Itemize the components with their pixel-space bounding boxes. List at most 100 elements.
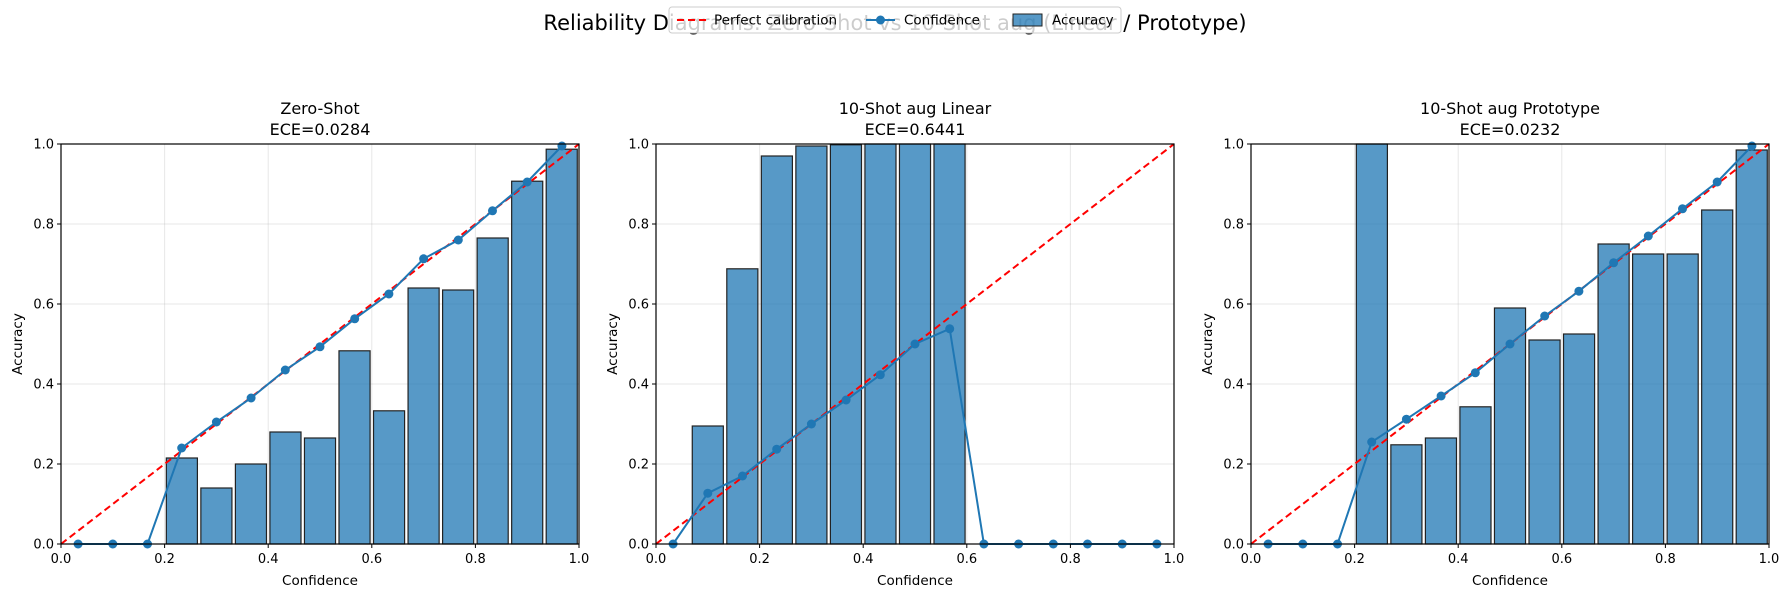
confidence-marker — [875, 370, 885, 380]
y-tick-label: 0.0 — [1223, 538, 1244, 553]
confidence-marker — [1643, 231, 1653, 241]
x-axis-label: Confidence — [1472, 573, 1548, 589]
y-tick-label: 0.6 — [33, 298, 54, 313]
panel-linear: 10-Shot aug Linear ECE=0.6441 0.0 0.2 0.4 0.6… — [605, 99, 1184, 589]
confidence-marker — [1540, 311, 1550, 321]
x-tick-label: 0.0 — [51, 552, 72, 567]
y-tick-label: 1.0 — [33, 138, 54, 153]
y-tick-label: 0.8 — [628, 218, 649, 233]
y-axis-label: Accuracy — [10, 313, 26, 375]
axes-frame — [655, 143, 1175, 545]
accuracy-bar — [441, 289, 475, 545]
accuracy-bar — [338, 350, 371, 545]
axes-frame — [60, 143, 580, 545]
y-tick-label: 0.6 — [1223, 298, 1244, 313]
confidence-marker — [487, 206, 497, 216]
confidence-marker — [419, 254, 429, 264]
y-tick-label: 1.0 — [628, 138, 649, 153]
legend-confidence-marker-icon — [876, 15, 885, 25]
accuracy-bar — [1562, 333, 1596, 545]
accuracy-bar — [1528, 339, 1561, 545]
confidence-marker — [841, 395, 851, 405]
x-tick-label: 0.4 — [258, 552, 279, 567]
confidence-marker — [1609, 258, 1619, 268]
confidence-marker — [1436, 391, 1446, 401]
ticks: 0.0 0.2 0.4 0.6 0.8 1.0 0.0 0.2 0.4 0.6 0.8 1.0 — [628, 138, 1184, 568]
y-tick-label: 0.8 — [1223, 218, 1244, 233]
accuracy-bar — [795, 145, 828, 545]
panel-ece: ECE=0.0232 — [1460, 120, 1561, 139]
legend-label-accuracy: Accuracy — [1052, 13, 1114, 29]
confidence-marker — [1574, 286, 1584, 296]
axes-frame — [1250, 143, 1770, 545]
confidence-marker — [1712, 177, 1722, 187]
x-tick-label: 0.6 — [956, 552, 977, 567]
x-tick-label: 0.2 — [154, 552, 175, 567]
confidence-marker — [453, 235, 463, 245]
y-tick-label: 0.6 — [628, 298, 649, 313]
confidence-marker — [806, 419, 816, 429]
legend: Perfect calibration Confidence Accuracy — [668, 6, 1122, 34]
accuracy-bar — [726, 268, 759, 545]
accuracy-bar — [476, 237, 509, 545]
y-tick-label: 0.4 — [1223, 378, 1244, 393]
x-tick-label: 0.4 — [1448, 552, 1469, 567]
confidence-marker — [1401, 414, 1411, 424]
y-tick-label: 0.4 — [628, 378, 649, 393]
confidence-marker — [211, 417, 221, 427]
accuracy-bar — [760, 155, 794, 545]
x-tick-label: 0.2 — [1344, 552, 1365, 567]
confidence-marker — [246, 393, 256, 403]
y-tick-label: 1.0 — [1223, 138, 1244, 153]
accuracy-bar — [545, 148, 578, 545]
confidence-marker — [1677, 204, 1687, 214]
x-tick-label: 0.6 — [1551, 552, 1572, 567]
x-axis-label: Confidence — [282, 573, 358, 589]
y-tick-label: 0.0 — [33, 538, 54, 553]
confidence-marker — [384, 289, 394, 299]
confidence-marker — [1505, 339, 1515, 349]
panel-title: Zero-Shot — [280, 99, 359, 118]
legend-accuracy-patch-icon — [1012, 13, 1043, 27]
accuracy-bar — [933, 143, 966, 545]
x-tick-label: 0.6 — [361, 552, 382, 567]
confidence-marker — [557, 141, 567, 151]
legend-label-confidence: Confidence — [904, 13, 980, 29]
accuracy-bar — [1701, 209, 1734, 545]
x-tick-label: 0.2 — [749, 552, 770, 567]
y-tick-label: 0.8 — [33, 218, 54, 233]
accuracy-bar — [864, 143, 897, 545]
accuracy-bar — [1390, 444, 1423, 545]
y-tick-label: 0.2 — [1223, 458, 1244, 473]
panel-title: 10-Shot aug Prototype — [1420, 99, 1600, 118]
accuracy-bar — [200, 487, 233, 545]
panel-title: 10-Shot aug Linear — [839, 99, 992, 118]
accuracy-bar — [1597, 243, 1630, 545]
x-tick-label: 0.0 — [646, 552, 667, 567]
x-tick-label: 0.8 — [1655, 552, 1676, 567]
confidence-marker — [1470, 368, 1480, 378]
ticks: 0.0 0.2 0.4 0.6 0.8 1.0 0.0 0.2 0.4 0.6 0.8 1.0 — [33, 138, 589, 568]
y-tick-label: 0.4 — [33, 378, 54, 393]
accuracy-bar — [511, 180, 544, 545]
accuracy-bar — [303, 437, 337, 545]
y-axis-label: Accuracy — [605, 313, 621, 375]
accuracy-bar — [1631, 253, 1665, 545]
accuracy-bar — [407, 287, 440, 545]
accuracy-bar — [1735, 149, 1768, 545]
x-tick-label: 0.8 — [465, 552, 486, 567]
accuracy-bar — [269, 431, 302, 545]
accuracy-bar — [1666, 253, 1699, 545]
accuracy-bar — [691, 425, 724, 545]
accuracy-bar — [234, 463, 268, 545]
accuracy-bar — [372, 410, 406, 545]
ticks: 0.0 0.2 0.4 0.6 0.8 1.0 0.0 0.2 0.4 0.6 0.8 1.0 — [1223, 138, 1779, 568]
accuracy-bar — [1355, 143, 1389, 545]
confidence-marker — [910, 339, 920, 349]
y-tick-label: 0.2 — [628, 458, 649, 473]
x-tick-label: 1.0 — [569, 552, 590, 567]
x-tick-label: 0.4 — [853, 552, 874, 567]
confidence-marker — [1367, 437, 1377, 447]
